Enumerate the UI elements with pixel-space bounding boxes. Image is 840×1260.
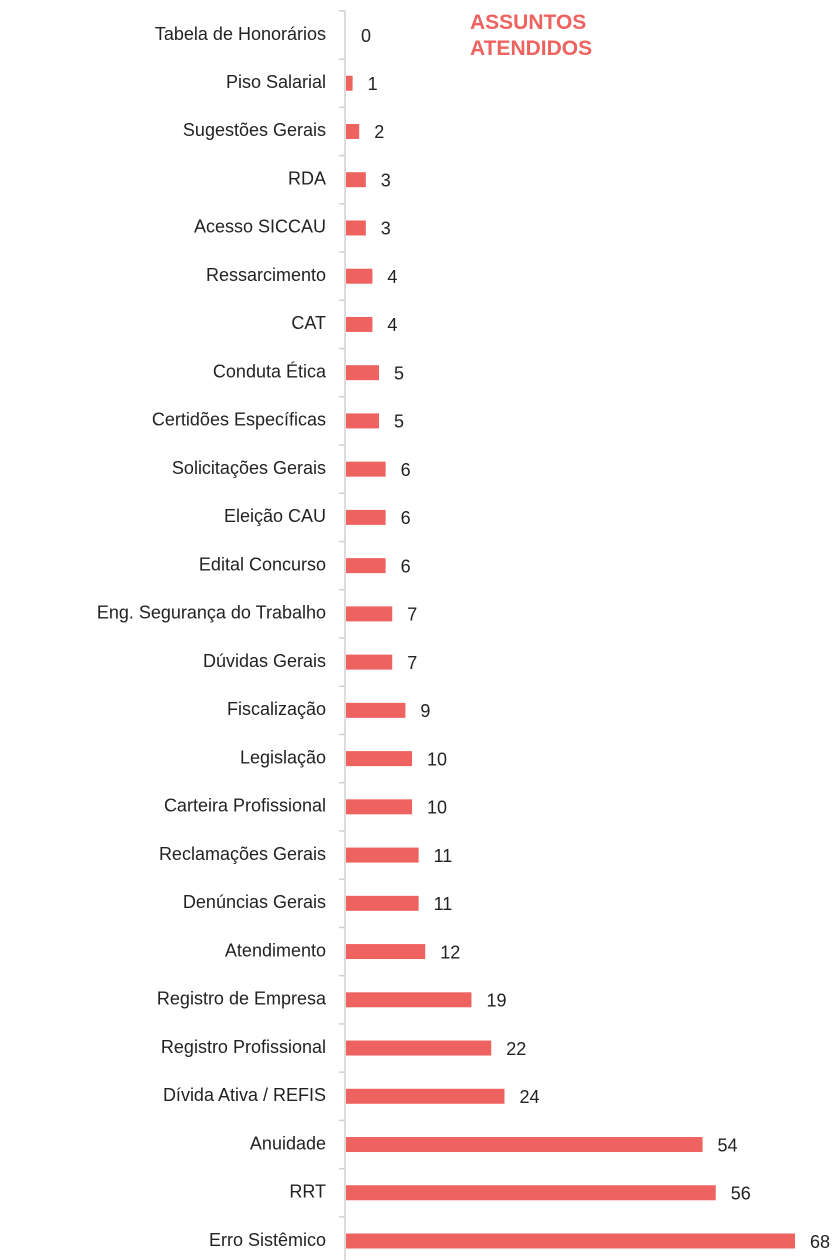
category-label: Eng. Segurança do Trabalho <box>97 603 326 623</box>
category-label: Erro Sistêmico <box>209 1230 326 1250</box>
value-label: 4 <box>387 267 397 287</box>
bar <box>346 220 366 236</box>
category-label: Dúvidas Gerais <box>203 651 326 671</box>
bar <box>346 799 413 815</box>
category-label: Atendimento <box>225 940 326 960</box>
value-label: 10 <box>427 798 447 818</box>
bar <box>346 944 426 960</box>
category-label: Eleição CAU <box>224 506 326 526</box>
bar <box>346 365 380 381</box>
value-label: 54 <box>718 1135 738 1155</box>
value-label: 24 <box>519 1087 539 1107</box>
category-label: Piso Salarial <box>226 72 326 92</box>
category-label: Registro de Empresa <box>157 989 327 1009</box>
category-label: CAT <box>291 313 326 333</box>
bar <box>346 413 380 429</box>
value-label: 7 <box>407 653 417 673</box>
value-label: 2 <box>374 122 384 142</box>
value-label: 4 <box>387 315 397 335</box>
category-label: Ressarcimento <box>206 265 326 285</box>
bar <box>346 1233 795 1249</box>
value-label: 10 <box>427 749 447 769</box>
category-label: Registro Profissional <box>161 1037 326 1057</box>
value-label: 22 <box>506 1039 526 1059</box>
category-label: Tabela de Honorários <box>155 24 326 44</box>
value-label: 6 <box>401 460 411 480</box>
bar <box>346 558 386 574</box>
bar <box>346 461 386 477</box>
bar <box>346 316 373 332</box>
value-label: 7 <box>407 605 417 625</box>
category-label: Dívida Ativa / REFIS <box>163 1085 326 1105</box>
value-label: 5 <box>394 412 404 432</box>
category-label: Conduta Ética <box>213 361 327 381</box>
value-label: 5 <box>394 363 404 383</box>
value-label: 3 <box>381 170 391 190</box>
bar <box>346 1185 716 1201</box>
category-label: Edital Concurso <box>199 554 326 574</box>
value-label: 11 <box>434 894 453 914</box>
category-label: Carteira Profissional <box>164 796 326 816</box>
bar <box>346 847 419 863</box>
value-label: 11 <box>434 846 453 866</box>
value-label: 6 <box>401 556 411 576</box>
bar <box>346 751 413 767</box>
bar <box>346 895 419 911</box>
category-label: Solicitações Gerais <box>172 458 326 478</box>
bar <box>346 1088 505 1104</box>
value-label: 68 <box>810 1232 830 1252</box>
value-label: 19 <box>486 991 506 1011</box>
category-label: Legislação <box>240 747 326 767</box>
bar <box>346 75 353 91</box>
bar <box>346 172 366 188</box>
chart-title: ASSUNTOS ATENDIDOS <box>470 11 593 60</box>
bar <box>346 702 406 718</box>
value-label: 3 <box>381 219 391 239</box>
category-label: Sugestões Gerais <box>183 120 326 140</box>
bar <box>346 509 386 525</box>
bar <box>346 1137 703 1153</box>
category-label: Reclamações Gerais <box>159 844 326 864</box>
category-label: Acesso SICCAU <box>194 217 326 237</box>
category-label: Denúncias Gerais <box>183 892 326 912</box>
value-label: 6 <box>401 508 411 528</box>
bar <box>346 123 360 139</box>
value-label: 12 <box>440 942 460 962</box>
value-label: 56 <box>731 1184 751 1204</box>
category-label: Anuidade <box>250 1133 326 1153</box>
category-label: RRT <box>289 1182 326 1202</box>
bar <box>346 654 393 670</box>
value-label: 9 <box>420 701 430 721</box>
category-label: Certidões Específicas <box>152 410 326 430</box>
bar <box>346 992 472 1008</box>
bar <box>346 1040 492 1056</box>
bar <box>346 268 373 284</box>
category-label: RDA <box>288 168 326 188</box>
value-label: 0 <box>361 26 371 46</box>
category-label: Fiscalização <box>227 699 326 719</box>
value-label: 1 <box>368 74 378 94</box>
bar <box>346 606 393 622</box>
